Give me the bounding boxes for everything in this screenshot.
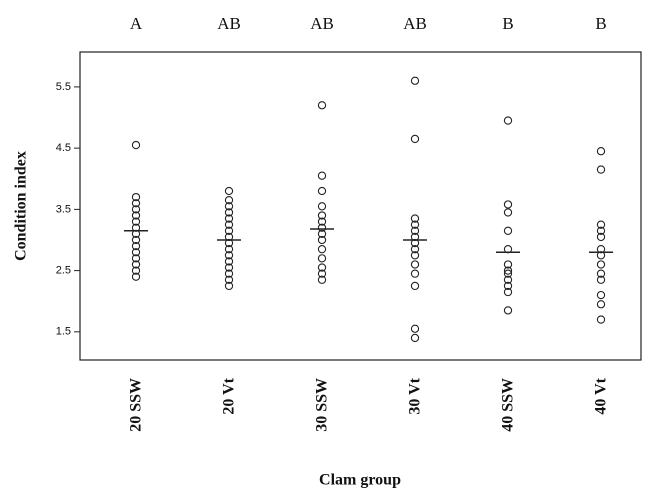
data-point xyxy=(410,220,420,229)
data-point xyxy=(131,241,141,251)
data-point xyxy=(596,290,606,300)
data-point xyxy=(131,266,141,275)
data-point xyxy=(131,192,141,202)
data-point xyxy=(410,134,420,144)
y-tick-label: 5.5 xyxy=(56,81,71,93)
data-point xyxy=(131,235,141,245)
data-point xyxy=(131,248,141,257)
data-point xyxy=(131,205,141,214)
data-point xyxy=(224,251,234,260)
data-point xyxy=(131,260,141,269)
data-point xyxy=(503,306,513,315)
data-point xyxy=(317,202,327,211)
y-tick-label: 2.5 xyxy=(56,265,71,277)
data-point xyxy=(224,226,234,235)
data-point xyxy=(596,220,606,229)
data-point xyxy=(224,196,234,205)
data-point xyxy=(503,287,513,297)
data-point xyxy=(410,260,420,269)
x-tick-label: 30 Vt xyxy=(407,377,424,414)
data-point xyxy=(317,217,327,226)
group-letter: AB xyxy=(403,14,427,33)
data-point xyxy=(503,208,513,217)
data-point xyxy=(317,223,327,232)
data-point xyxy=(224,269,234,278)
data-point xyxy=(503,226,513,235)
data-point xyxy=(224,263,234,272)
data-point xyxy=(131,140,141,150)
data-point xyxy=(131,272,141,281)
x-tick-label: 30 SSW xyxy=(314,378,331,432)
data-point xyxy=(224,214,234,223)
x-axis-label: Clam group xyxy=(319,472,401,489)
data-point xyxy=(131,217,141,226)
data-point xyxy=(131,211,141,220)
data-point xyxy=(410,251,420,260)
data-point xyxy=(596,226,606,235)
data-point xyxy=(596,300,606,309)
data-point xyxy=(224,186,234,196)
data-point xyxy=(317,171,327,180)
data-point xyxy=(410,214,420,223)
group-letter: A xyxy=(130,14,143,33)
y-tick-label: 1.5 xyxy=(56,326,71,338)
data-point xyxy=(410,269,420,278)
data-point xyxy=(224,220,234,229)
data-point xyxy=(503,200,513,209)
data-point xyxy=(410,324,420,333)
data-point xyxy=(131,254,141,263)
data-point xyxy=(317,186,327,196)
group-letter: B xyxy=(502,14,513,33)
group-letter: AB xyxy=(310,14,334,33)
data-point xyxy=(317,235,327,245)
data-point xyxy=(596,165,606,174)
data-point xyxy=(317,245,327,254)
data-point xyxy=(317,275,327,284)
data-point xyxy=(596,315,606,324)
data-point xyxy=(410,333,420,343)
data-point xyxy=(503,266,513,275)
data-point xyxy=(410,245,420,254)
data-point xyxy=(596,269,606,278)
data-point xyxy=(317,269,327,278)
data-point xyxy=(503,269,513,278)
group-letter: B xyxy=(595,14,606,33)
data-point xyxy=(410,281,420,291)
data-point xyxy=(224,257,234,266)
data-point xyxy=(224,245,234,254)
x-tick-label: 20 SSW xyxy=(128,378,145,432)
data-point xyxy=(317,263,327,272)
data-point xyxy=(503,116,513,125)
x-tick-label: 40 SSW xyxy=(500,378,517,432)
data-point xyxy=(224,275,234,284)
data-point xyxy=(503,260,513,269)
data-point xyxy=(503,281,513,291)
plot-frame xyxy=(79,51,642,361)
x-tick-label: 40 Vt xyxy=(593,377,610,414)
group-letter: AB xyxy=(217,14,241,33)
x-tick-label: 20 Vt xyxy=(221,377,238,414)
data-point xyxy=(317,101,327,110)
y-axis-label: Condition index xyxy=(13,151,30,261)
data-point xyxy=(503,275,513,284)
data-point xyxy=(596,147,606,156)
data-point xyxy=(224,281,234,291)
data-point xyxy=(131,199,141,208)
data-point xyxy=(224,208,234,217)
data-point xyxy=(596,260,606,269)
data-point xyxy=(317,254,327,263)
y-tick-label: 3.5 xyxy=(56,203,71,215)
data-point xyxy=(410,76,420,85)
data-point xyxy=(596,232,606,242)
data-point xyxy=(224,202,234,211)
data-point xyxy=(410,226,420,235)
data-point xyxy=(596,275,606,284)
data-point xyxy=(317,229,327,239)
y-tick-label: 4.5 xyxy=(56,142,71,154)
data-point xyxy=(317,211,327,220)
